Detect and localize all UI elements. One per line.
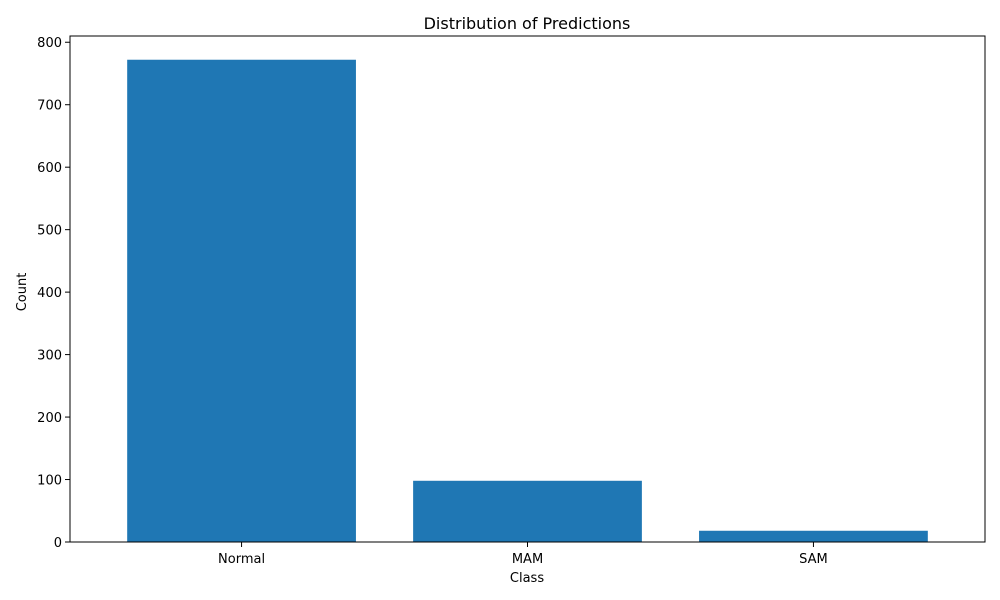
bars-group [127, 59, 928, 542]
x-axis-label: Class [510, 571, 544, 586]
y-tick-label: 500 [37, 224, 62, 239]
y-tick-label: 100 [37, 474, 62, 489]
bar-mam [413, 480, 642, 542]
y-tick-label: 600 [37, 161, 62, 176]
x-axis: Normal MAM SAM [218, 542, 828, 567]
x-tick-label: SAM [799, 552, 828, 567]
x-tick-label: Normal [218, 552, 265, 567]
bar-normal [127, 59, 356, 542]
y-tick-label: 400 [37, 286, 62, 301]
y-tick-label: 300 [37, 349, 62, 364]
chart-title: Distribution of Predictions [424, 14, 631, 33]
y-tick-label: 0 [54, 536, 62, 551]
plot-frame [69, 35, 986, 543]
y-tick-label: 200 [37, 411, 62, 426]
bar-sam [699, 530, 928, 542]
y-tick-label: 700 [37, 99, 62, 114]
y-axis: 0 100 200 300 400 500 600 700 800 [37, 36, 70, 551]
y-axis-label: Count [15, 273, 30, 312]
x-tick-label: MAM [512, 552, 543, 567]
y-tick-label: 800 [37, 36, 62, 51]
